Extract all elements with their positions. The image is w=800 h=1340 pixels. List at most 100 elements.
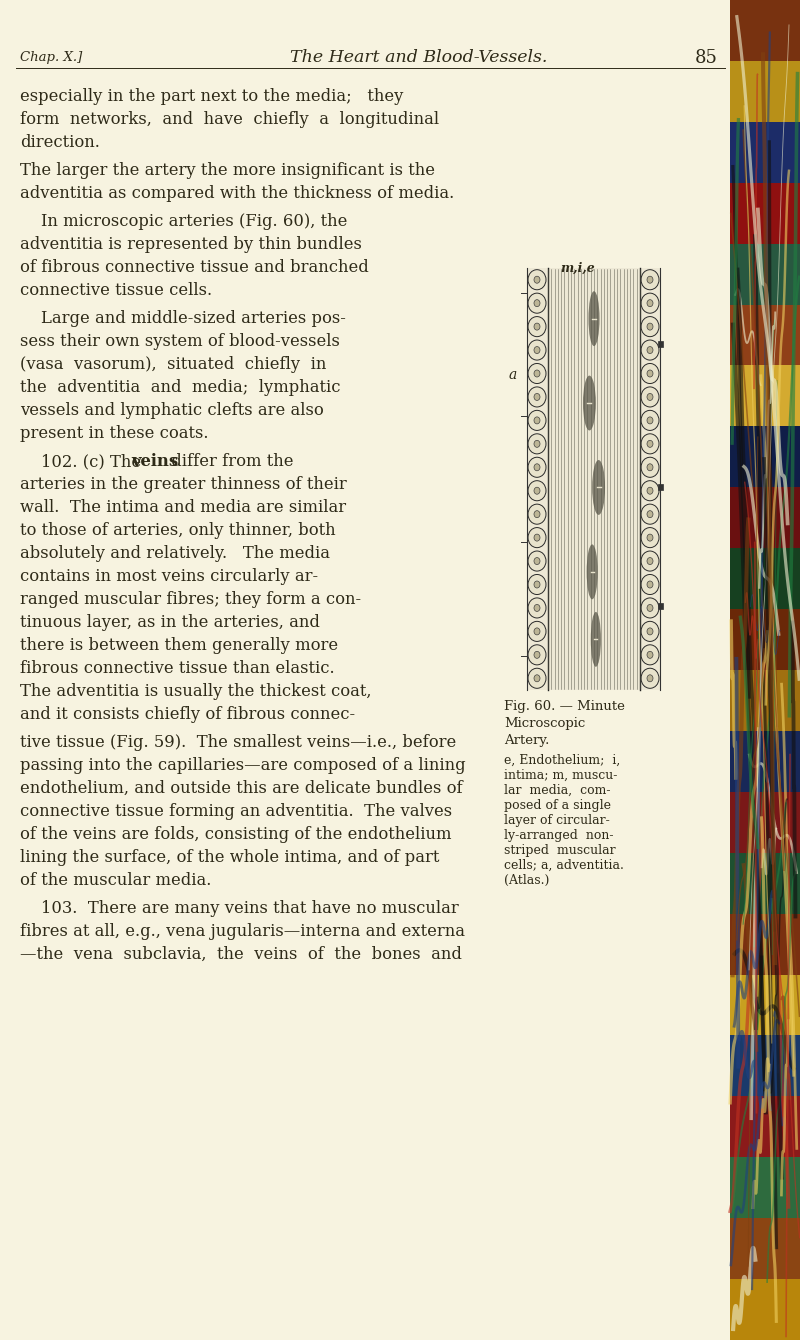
- Text: fibres at all, e.g., vena jugularis—interna and externa: fibres at all, e.g., vena jugularis—inte…: [20, 923, 465, 939]
- Bar: [527, 268, 660, 690]
- Text: The larger the artery the more insignificant is the: The larger the artery the more insignifi…: [20, 162, 435, 180]
- Bar: [730, 730, 800, 792]
- Text: Artery.: Artery.: [504, 734, 550, 746]
- Ellipse shape: [534, 651, 540, 658]
- Text: direction.: direction.: [20, 134, 100, 151]
- Ellipse shape: [534, 417, 540, 423]
- Ellipse shape: [647, 675, 653, 682]
- Bar: [730, 913, 800, 974]
- Ellipse shape: [528, 575, 546, 595]
- Bar: [730, 547, 800, 610]
- Text: Microscopic: Microscopic: [504, 717, 586, 730]
- Text: differ from the: differ from the: [166, 453, 294, 470]
- Text: adventitia as compared with the thickness of media.: adventitia as compared with the thicknes…: [20, 185, 454, 202]
- Ellipse shape: [534, 441, 540, 448]
- Text: present in these coats.: present in these coats.: [20, 425, 209, 442]
- Text: ly-arranged  non-: ly-arranged non-: [504, 829, 614, 842]
- Ellipse shape: [647, 370, 653, 377]
- Bar: [730, 243, 800, 304]
- Ellipse shape: [641, 293, 659, 314]
- Bar: [730, 1217, 800, 1280]
- Ellipse shape: [534, 535, 540, 541]
- Ellipse shape: [534, 464, 540, 470]
- Text: striped  muscular: striped muscular: [504, 844, 616, 858]
- Text: (Atlas.): (Atlas.): [504, 874, 550, 887]
- Bar: [730, 0, 800, 60]
- Bar: [730, 1156, 800, 1218]
- Ellipse shape: [647, 323, 653, 330]
- Ellipse shape: [534, 323, 540, 330]
- Text: of the muscular media.: of the muscular media.: [20, 872, 211, 888]
- Bar: [730, 852, 800, 914]
- Ellipse shape: [641, 316, 659, 336]
- Ellipse shape: [647, 347, 653, 354]
- Ellipse shape: [534, 628, 540, 635]
- Ellipse shape: [534, 300, 540, 307]
- Ellipse shape: [528, 293, 546, 314]
- Text: fibrous connective tissue than elastic.: fibrous connective tissue than elastic.: [20, 661, 334, 677]
- Ellipse shape: [641, 269, 659, 289]
- Bar: [730, 60, 800, 122]
- Bar: [730, 791, 800, 852]
- Ellipse shape: [528, 528, 546, 548]
- Ellipse shape: [647, 604, 653, 611]
- Text: In microscopic arteries (Fig. 60), the: In microscopic arteries (Fig. 60), the: [20, 213, 347, 230]
- Bar: [0, 0, 730, 68]
- Ellipse shape: [641, 481, 659, 501]
- Ellipse shape: [641, 575, 659, 595]
- Text: of fibrous connective tissue and branched: of fibrous connective tissue and branche…: [20, 259, 369, 276]
- Text: the  adventitia  and  media;  lymphatic: the adventitia and media; lymphatic: [20, 379, 341, 397]
- Ellipse shape: [534, 370, 540, 377]
- Ellipse shape: [592, 460, 605, 515]
- Text: —the  vena  subclavia,  the  veins  of  the  bones  and: —the vena subclavia, the veins of the bo…: [20, 946, 462, 963]
- Text: sess their own system of blood-vessels: sess their own system of blood-vessels: [20, 334, 340, 350]
- Text: e, Endothelium;  i,: e, Endothelium; i,: [504, 754, 620, 766]
- Text: Large and middle-sized arteries pos-: Large and middle-sized arteries pos-: [20, 310, 346, 327]
- Text: 103.  There are many veins that have no muscular: 103. There are many veins that have no m…: [20, 900, 458, 917]
- Ellipse shape: [589, 291, 599, 346]
- Text: The Heart and Blood-Vessels.: The Heart and Blood-Vessels.: [290, 50, 547, 67]
- Ellipse shape: [647, 557, 653, 564]
- Ellipse shape: [647, 394, 653, 401]
- Ellipse shape: [641, 622, 659, 642]
- Bar: [730, 364, 800, 426]
- Ellipse shape: [534, 604, 540, 611]
- Ellipse shape: [647, 628, 653, 635]
- Text: adventitia is represented by thin bundles: adventitia is represented by thin bundle…: [20, 236, 362, 253]
- Ellipse shape: [528, 551, 546, 571]
- Ellipse shape: [528, 645, 546, 665]
- Text: connective tissue forming an adventitia.  The valves: connective tissue forming an adventitia.…: [20, 803, 452, 820]
- Ellipse shape: [647, 582, 653, 588]
- Ellipse shape: [641, 669, 659, 689]
- Bar: [730, 121, 800, 182]
- Ellipse shape: [528, 387, 546, 407]
- Ellipse shape: [590, 612, 601, 667]
- Bar: [730, 974, 800, 1036]
- Ellipse shape: [528, 669, 546, 689]
- Text: to those of arteries, only thinner, both: to those of arteries, only thinner, both: [20, 523, 336, 539]
- Ellipse shape: [641, 410, 659, 430]
- Text: wall.  The intima and media are similar: wall. The intima and media are similar: [20, 498, 346, 516]
- Bar: [730, 608, 800, 670]
- Bar: [658, 603, 663, 608]
- Ellipse shape: [528, 410, 546, 430]
- Text: and it consists chiefly of fibrous connec-: and it consists chiefly of fibrous conne…: [20, 706, 355, 724]
- Ellipse shape: [528, 481, 546, 501]
- Ellipse shape: [534, 394, 540, 401]
- Ellipse shape: [583, 375, 596, 430]
- Ellipse shape: [534, 675, 540, 682]
- Ellipse shape: [528, 457, 546, 477]
- Ellipse shape: [528, 363, 546, 383]
- Text: form  networks,  and  have  chiefly  a  longitudinal: form networks, and have chiefly a longit…: [20, 111, 439, 129]
- Bar: [658, 340, 663, 347]
- Text: 102. (c) The: 102. (c) The: [20, 453, 146, 470]
- Ellipse shape: [641, 363, 659, 383]
- Ellipse shape: [534, 488, 540, 494]
- Text: layer of circular-: layer of circular-: [504, 813, 610, 827]
- Bar: [730, 669, 800, 730]
- Ellipse shape: [641, 387, 659, 407]
- Text: veins: veins: [131, 453, 178, 470]
- Ellipse shape: [641, 645, 659, 665]
- Text: The adventitia is usually the thickest coat,: The adventitia is usually the thickest c…: [20, 683, 371, 699]
- Ellipse shape: [641, 457, 659, 477]
